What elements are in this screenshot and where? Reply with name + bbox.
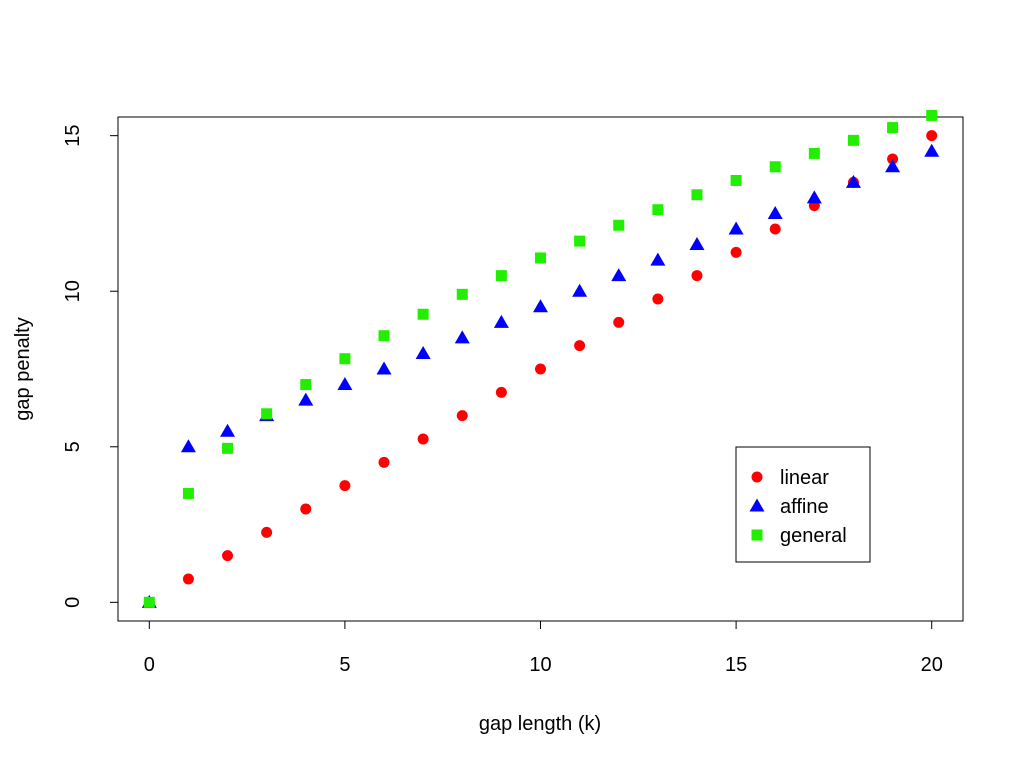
linear-point: [926, 130, 938, 142]
general-point: [808, 147, 820, 159]
x-axis: 0 5 10 15 20: [144, 620, 943, 676]
affine-point: [924, 143, 940, 157]
linear-point: [535, 363, 546, 375]
y-tick-label: 10: [62, 280, 84, 302]
general-point: [926, 109, 938, 121]
affine-point: [767, 205, 783, 219]
general-point: [652, 204, 664, 216]
affine-point: [572, 283, 588, 297]
linear-point: [613, 316, 625, 328]
general-point: [456, 288, 468, 300]
general-point: [378, 330, 390, 342]
y-tick-label: 0: [62, 597, 84, 608]
linear-point: [300, 503, 312, 515]
linear-point: [378, 456, 390, 468]
affine-point: [220, 423, 236, 437]
affine-point: [885, 159, 901, 173]
general-point: [222, 442, 234, 454]
affine-point: [298, 392, 314, 406]
x-axis-label: gap length (k): [479, 713, 601, 735]
general-point: [574, 235, 586, 247]
general-point: [417, 308, 429, 320]
legend-general-label: general: [780, 525, 847, 547]
affine-point: [611, 268, 627, 282]
points: [141, 109, 940, 608]
general-point: [339, 353, 351, 365]
linear-point: [730, 246, 742, 258]
affine-point: [650, 252, 666, 266]
linear-point: [417, 433, 429, 445]
affine-point: [845, 174, 861, 188]
linear-point: [769, 223, 781, 235]
affine-point: [337, 377, 353, 391]
linear-point: [887, 153, 899, 165]
linear-point: [495, 386, 507, 398]
linear-point: [182, 573, 194, 585]
linear-point: [652, 293, 664, 305]
general-point: [730, 174, 742, 186]
legend-general-marker: [751, 529, 763, 541]
x-tick-label: 15: [725, 654, 747, 676]
general-point: [495, 270, 507, 282]
general-point: [300, 379, 312, 391]
general-point: [143, 596, 155, 608]
general-point: [887, 122, 899, 134]
affine-point: [415, 345, 431, 359]
x-tick-label: 0: [144, 654, 155, 676]
affine-point: [493, 314, 509, 328]
affine-point: [806, 190, 822, 204]
affine-point: [728, 221, 744, 235]
y-axis-label: gap penalty: [12, 317, 34, 420]
affine-point: [533, 299, 548, 313]
legend-linear-marker: [751, 471, 763, 483]
general-point: [847, 134, 859, 146]
linear-point: [574, 340, 586, 352]
general-point: [535, 252, 546, 264]
linear-point: [339, 480, 351, 492]
x-tick-label: 20: [921, 654, 943, 676]
x-tick-label: 5: [339, 654, 350, 676]
linear-point: [222, 550, 234, 562]
affine-point: [454, 330, 470, 344]
affine-point: [689, 237, 705, 251]
affine-point: [180, 439, 196, 453]
legend-linear-label: linear: [780, 467, 829, 489]
linear-point: [261, 526, 273, 538]
linear-point: [691, 270, 703, 282]
legend: linear affine general: [735, 446, 871, 563]
x-tick-label: 10: [529, 654, 551, 676]
legend-affine-label: affine: [780, 496, 829, 518]
general-point: [261, 408, 273, 420]
y-tick-label: 15: [62, 125, 84, 147]
general-point: [691, 189, 703, 201]
y-axis: 0 5 10 15: [62, 125, 119, 608]
general-point: [182, 487, 194, 499]
y-tick-label: 5: [62, 441, 84, 452]
affine-point: [376, 361, 392, 375]
linear-point: [456, 410, 468, 422]
general-point: [769, 161, 781, 173]
legend-affine-marker: [749, 498, 765, 512]
general-point: [613, 219, 625, 231]
